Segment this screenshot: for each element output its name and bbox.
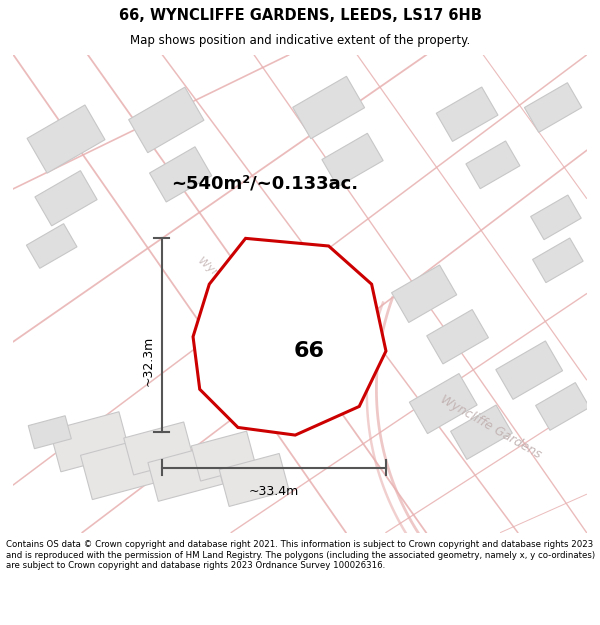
Polygon shape <box>530 195 581 239</box>
Polygon shape <box>26 224 77 268</box>
Polygon shape <box>149 147 212 202</box>
Polygon shape <box>80 436 166 499</box>
Polygon shape <box>124 422 194 475</box>
Text: ~32.3m: ~32.3m <box>142 335 155 386</box>
Polygon shape <box>35 171 97 226</box>
Polygon shape <box>436 87 498 141</box>
Polygon shape <box>50 412 130 472</box>
Text: Wyncliffe Gardens: Wyncliffe Gardens <box>438 393 544 462</box>
Polygon shape <box>536 382 590 430</box>
Polygon shape <box>27 105 105 173</box>
Text: 66, WYNCLIFFE GARDENS, LEEDS, LS17 6HB: 66, WYNCLIFFE GARDENS, LEEDS, LS17 6HB <box>119 8 481 23</box>
Polygon shape <box>28 416 71 449</box>
Polygon shape <box>427 309 488 364</box>
Text: 66: 66 <box>294 341 325 361</box>
Text: Contains OS data © Crown copyright and database right 2021. This information is : Contains OS data © Crown copyright and d… <box>6 541 595 570</box>
Text: ~540m²/~0.133ac.: ~540m²/~0.133ac. <box>171 175 358 193</box>
Text: Wyncliffe Gardens: Wyncliffe Gardens <box>196 255 280 329</box>
Polygon shape <box>322 133 383 187</box>
Polygon shape <box>451 405 512 459</box>
Polygon shape <box>272 302 337 362</box>
Polygon shape <box>524 82 582 132</box>
Polygon shape <box>148 445 223 501</box>
Polygon shape <box>193 238 386 435</box>
Polygon shape <box>191 431 256 481</box>
Polygon shape <box>293 76 365 139</box>
Text: ~33.4m: ~33.4m <box>248 485 299 498</box>
Polygon shape <box>219 454 289 506</box>
Polygon shape <box>128 87 204 152</box>
Polygon shape <box>409 374 477 434</box>
Polygon shape <box>392 265 457 322</box>
Text: Map shows position and indicative extent of the property.: Map shows position and indicative extent… <box>130 34 470 48</box>
Polygon shape <box>466 141 520 189</box>
Polygon shape <box>496 341 563 399</box>
Polygon shape <box>533 238 583 282</box>
